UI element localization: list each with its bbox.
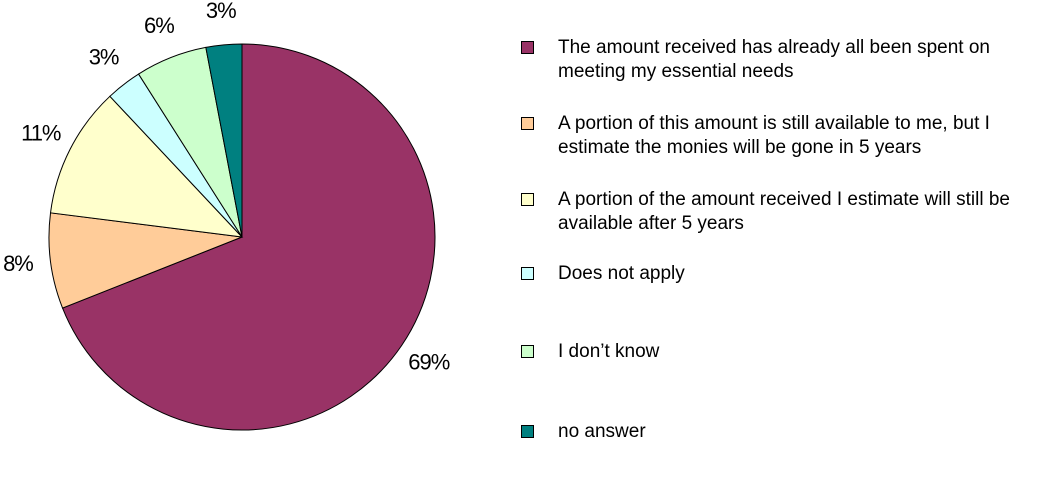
slice-label: 8% xyxy=(3,251,33,276)
legend-label: Does not apply xyxy=(558,263,685,284)
slice-label: 3% xyxy=(89,44,119,69)
legend-swatch xyxy=(521,267,534,280)
slice-label: 11% xyxy=(21,120,61,145)
slice-label: 69% xyxy=(408,350,449,375)
legend-swatch xyxy=(521,345,534,358)
pie-slice xyxy=(49,95,244,238)
legend-item: A portion of this amount is still availa… xyxy=(521,112,1036,160)
legend-item: no answer xyxy=(521,420,1036,444)
pie-slice xyxy=(205,43,243,238)
legend-item: A portion of the amount received I estim… xyxy=(521,188,1036,236)
legend-item: Does not apply xyxy=(521,262,1036,286)
pie-slice xyxy=(61,43,436,431)
legend-label: no answer xyxy=(558,421,646,442)
slice-label: 3% xyxy=(206,0,236,23)
legend-label: The amount received has already all been… xyxy=(558,37,990,82)
legend-label: A portion of the amount received I estim… xyxy=(558,189,1011,234)
legend-swatch xyxy=(521,425,534,438)
slice-label: 6% xyxy=(144,13,174,38)
legend-item: The amount received has already all been… xyxy=(521,36,1036,84)
legend-swatch xyxy=(521,193,534,206)
pie-slice xyxy=(48,212,243,309)
legend-swatch xyxy=(521,117,534,130)
legend-label: A portion of this amount is still availa… xyxy=(558,113,990,158)
legend-label: I don’t know xyxy=(558,341,660,362)
legend-swatch xyxy=(521,41,534,54)
legend-item: I don’t know xyxy=(521,340,1036,364)
